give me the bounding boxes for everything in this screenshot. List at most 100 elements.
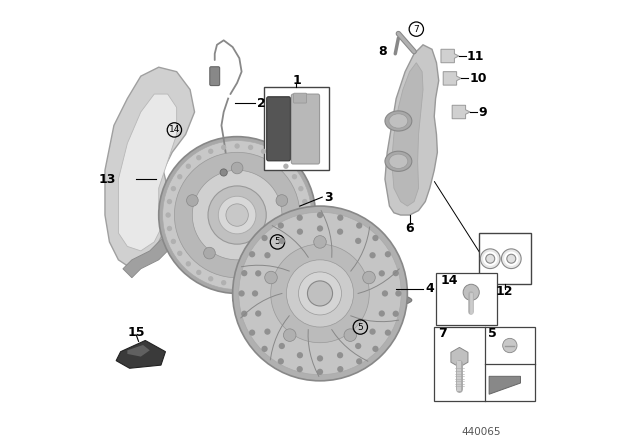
Circle shape xyxy=(226,204,248,226)
Text: 13: 13 xyxy=(99,172,116,186)
Text: 15: 15 xyxy=(127,326,145,339)
Circle shape xyxy=(167,226,172,231)
FancyBboxPatch shape xyxy=(267,97,291,161)
Polygon shape xyxy=(105,67,195,269)
Circle shape xyxy=(208,276,213,281)
Circle shape xyxy=(296,215,303,221)
Circle shape xyxy=(298,186,303,191)
Circle shape xyxy=(303,212,309,218)
FancyBboxPatch shape xyxy=(210,67,220,86)
Circle shape xyxy=(337,352,343,358)
Circle shape xyxy=(392,310,399,317)
Circle shape xyxy=(292,174,297,179)
Circle shape xyxy=(298,272,342,315)
Circle shape xyxy=(317,212,323,218)
Polygon shape xyxy=(441,49,459,63)
Bar xyxy=(264,87,329,170)
Circle shape xyxy=(481,249,500,269)
Text: 4: 4 xyxy=(425,282,434,296)
Circle shape xyxy=(248,145,253,150)
Circle shape xyxy=(255,270,261,276)
Polygon shape xyxy=(452,105,470,119)
Text: 11: 11 xyxy=(467,49,484,63)
Circle shape xyxy=(363,271,375,284)
Text: 440065: 440065 xyxy=(461,427,501,437)
Polygon shape xyxy=(392,63,423,206)
Circle shape xyxy=(261,276,266,281)
Circle shape xyxy=(297,228,303,235)
Circle shape xyxy=(297,352,303,358)
Bar xyxy=(435,327,535,401)
Text: 9: 9 xyxy=(478,105,487,119)
Circle shape xyxy=(463,284,479,300)
Circle shape xyxy=(252,290,258,297)
Circle shape xyxy=(273,155,278,160)
Circle shape xyxy=(317,225,323,232)
Circle shape xyxy=(259,247,271,259)
Circle shape xyxy=(186,164,191,169)
Text: 12: 12 xyxy=(496,284,513,298)
Text: 8: 8 xyxy=(379,45,387,58)
Bar xyxy=(436,273,497,325)
Circle shape xyxy=(234,143,240,149)
Polygon shape xyxy=(127,345,150,357)
Circle shape xyxy=(265,271,277,284)
Circle shape xyxy=(208,149,213,154)
Polygon shape xyxy=(443,72,461,85)
Circle shape xyxy=(264,252,271,258)
Polygon shape xyxy=(116,340,165,368)
Circle shape xyxy=(356,222,362,228)
Circle shape xyxy=(385,251,391,258)
Circle shape xyxy=(171,239,176,244)
Text: 3: 3 xyxy=(324,190,333,204)
Circle shape xyxy=(486,254,495,263)
Circle shape xyxy=(239,212,401,375)
Circle shape xyxy=(284,329,296,341)
Text: 5: 5 xyxy=(275,237,280,246)
Circle shape xyxy=(369,328,376,335)
Circle shape xyxy=(177,251,182,256)
Circle shape xyxy=(314,236,326,248)
Circle shape xyxy=(298,239,303,244)
Polygon shape xyxy=(123,237,168,278)
Text: 5: 5 xyxy=(488,327,497,340)
Circle shape xyxy=(385,330,391,336)
Circle shape xyxy=(167,199,172,204)
Text: 5: 5 xyxy=(358,323,363,332)
Circle shape xyxy=(241,310,248,317)
Bar xyxy=(479,233,531,284)
Circle shape xyxy=(255,310,261,317)
Circle shape xyxy=(356,358,362,365)
Ellipse shape xyxy=(385,151,412,171)
Circle shape xyxy=(296,366,303,372)
Text: 10: 10 xyxy=(469,72,486,85)
Circle shape xyxy=(307,281,333,306)
Circle shape xyxy=(278,222,284,228)
Circle shape xyxy=(271,244,369,343)
Circle shape xyxy=(337,366,344,372)
Circle shape xyxy=(163,141,312,289)
Circle shape xyxy=(483,252,497,266)
Circle shape xyxy=(239,290,244,297)
Circle shape xyxy=(287,260,354,327)
Circle shape xyxy=(507,254,516,263)
FancyBboxPatch shape xyxy=(291,94,319,164)
Circle shape xyxy=(171,186,176,191)
Circle shape xyxy=(392,270,399,276)
Circle shape xyxy=(196,155,202,160)
Circle shape xyxy=(186,261,191,267)
Polygon shape xyxy=(385,45,439,215)
Circle shape xyxy=(220,169,227,176)
Circle shape xyxy=(337,215,344,221)
Polygon shape xyxy=(118,94,177,251)
Circle shape xyxy=(264,328,271,335)
Circle shape xyxy=(337,228,343,235)
Circle shape xyxy=(241,270,248,276)
Circle shape xyxy=(273,270,278,275)
Text: 7: 7 xyxy=(438,327,447,340)
Circle shape xyxy=(355,343,362,349)
Circle shape xyxy=(177,174,182,179)
Circle shape xyxy=(317,355,323,362)
Circle shape xyxy=(396,290,401,297)
Circle shape xyxy=(278,238,285,244)
